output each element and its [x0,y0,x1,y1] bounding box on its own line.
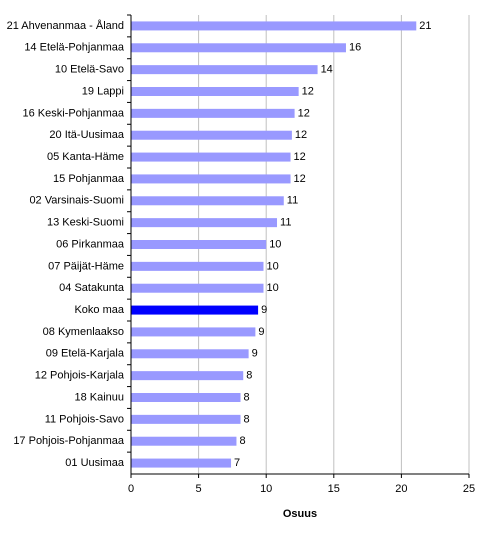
value-label: 12 [298,107,310,119]
bar [131,393,241,402]
y-tick-label: Koko maa [74,304,124,316]
value-label: 9 [258,326,264,338]
bar [131,87,299,96]
y-tick-label: 21 Ahvenanmaa - Åland [7,19,124,32]
value-label: 12 [294,173,306,185]
y-tick-label: 19 Lappi [82,85,124,97]
bar [131,305,259,315]
value-label: 8 [244,413,250,425]
y-tick-label: 14 Etelä-Pohjanmaa [24,42,125,54]
value-label: 10 [266,260,278,272]
bar [131,65,318,75]
bar [131,414,241,424]
value-label: 10 [269,238,281,250]
bar [131,327,256,337]
bar [131,108,295,118]
y-tick-label: 20 Itä-Uusimaa [49,129,124,141]
x-tick-label: 5 [196,483,202,495]
bar [131,152,291,162]
value-label: 12 [295,129,307,141]
bar [131,283,264,293]
y-tick-label: 02 Varsinais-Suomi [29,195,124,207]
value-label: 21 [419,20,431,32]
bar [131,458,232,468]
y-tick-label: 07 Päijät-Häme [48,260,124,272]
y-tick-label: 01 Uusimaa [65,457,125,469]
value-label: 7 [234,457,240,469]
value-label: 14 [321,64,333,76]
value-label: 8 [246,370,252,382]
bar [131,196,284,206]
bar [131,436,237,446]
x-axis-label: Osuus [283,508,317,520]
bar [131,174,291,184]
bar [131,130,292,140]
bar [131,43,346,53]
y-tick-label: 12 Pohjois-Karjala [35,370,125,382]
bar [131,21,417,31]
y-tick-label: 06 Pirkanmaa [56,238,125,250]
x-tick-label: 20 [395,483,407,495]
y-tick-label: 11 Pohjois-Savo [45,413,124,425]
x-tick-label: 15 [328,483,340,495]
y-tick-label: 17 Pohjois-Pohjanmaa [13,435,125,447]
value-label: 16 [349,42,361,54]
value-label: 8 [239,435,245,447]
x-tick-label: 0 [128,483,134,495]
value-label: 11 [287,195,298,207]
y-tick-label: 18 Kainuu [74,391,124,403]
y-tick-label: 10 Etelä-Savo [55,64,124,76]
value-label: 10 [266,282,278,294]
bar [131,349,249,359]
value-label: 12 [302,85,314,97]
value-label: 12 [294,151,306,163]
x-tick-label: 25 [463,483,475,495]
y-tick-label: 13 Keski-Suomi [47,217,124,229]
value-label: 9 [261,304,267,316]
y-tick-label: 08 Kymenlaakso [43,326,124,338]
y-tick-label: 15 Pohjanmaa [53,173,125,185]
y-tick-label: 04 Satakunta [59,282,125,294]
y-tick-label: 16 Keski-Pohjanmaa [22,107,124,119]
value-label: 11 [280,217,291,229]
y-tick-label: 09 Etelä-Karjala [46,348,125,360]
y-tick-label: 05 Kanta-Häme [47,151,124,163]
value-label: 9 [252,348,258,360]
bar [131,218,278,228]
bar [131,371,244,381]
value-label: 8 [244,391,250,403]
bar [131,261,264,271]
bar [131,240,267,249]
x-tick-label: 10 [260,483,272,495]
